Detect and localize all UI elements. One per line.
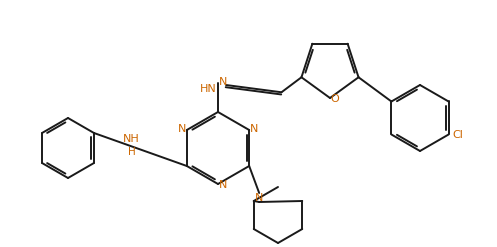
Text: N: N bbox=[177, 124, 186, 134]
Text: N: N bbox=[219, 77, 227, 87]
Text: Cl: Cl bbox=[452, 129, 463, 140]
Text: NH: NH bbox=[123, 134, 139, 144]
Text: O: O bbox=[331, 94, 339, 104]
Text: H: H bbox=[128, 147, 136, 157]
Text: N: N bbox=[250, 124, 258, 134]
Text: N: N bbox=[219, 180, 227, 190]
Text: HN: HN bbox=[200, 84, 216, 94]
Text: N: N bbox=[255, 193, 263, 203]
